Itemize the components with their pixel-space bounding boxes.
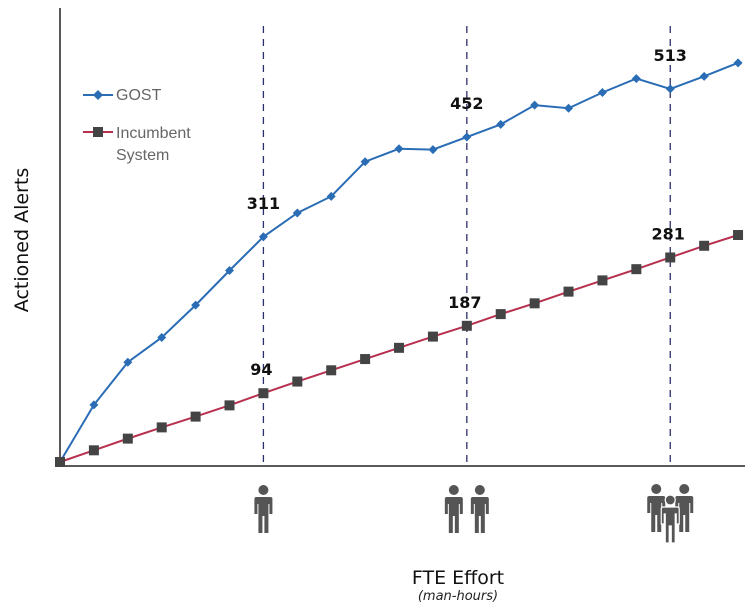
gost-point [326, 191, 336, 201]
gost-point [428, 145, 438, 155]
legend: GOST Incumbent System [83, 87, 191, 164]
gost-point [462, 132, 472, 142]
people-icon-2 [444, 485, 489, 533]
gost-point [258, 232, 268, 242]
gost-point [699, 71, 709, 81]
legend-incumbent-marker [93, 127, 103, 137]
incumbent-point [427, 331, 438, 342]
incumbent-point [326, 365, 337, 376]
incumbent-value-label: 94 [250, 360, 272, 379]
legend-item-incumbent: Incumbent System [83, 125, 191, 164]
person-icon [470, 485, 489, 533]
incumbent-point [631, 264, 642, 275]
incumbent-point [699, 240, 710, 251]
incumbent-point [495, 309, 506, 320]
incumbent-point [258, 388, 269, 399]
gost-point [530, 100, 540, 110]
incumbent-point [156, 422, 167, 433]
gost-point [597, 88, 607, 98]
incumbent-point [665, 252, 676, 263]
gost-point [496, 119, 506, 129]
incumbent-value-label: 281 [652, 224, 685, 243]
incumbent-point [292, 376, 303, 387]
gost-point [665, 84, 675, 94]
value-labels: 311 94 452 187 513 281 [247, 46, 687, 379]
incumbent-point [360, 354, 371, 365]
gost-point [191, 300, 201, 310]
incumbent-point [733, 230, 744, 240]
x-axis-sublabel: (man-hours) [418, 589, 498, 604]
legend-label-incumbent: Incumbent System [116, 125, 191, 164]
series-lines [59, 61, 739, 463]
gost-point [564, 103, 574, 113]
incumbent-point [394, 342, 405, 353]
y-axis-label: Actioned Alerts [11, 168, 33, 312]
people-icon-1 [254, 485, 273, 533]
legend-gost-marker [93, 90, 103, 100]
gost-point [225, 266, 235, 276]
gost-value-label: 513 [654, 46, 687, 65]
gost-point [123, 357, 133, 367]
incumbent-point [529, 298, 540, 309]
axes [59, 8, 745, 467]
legend-incumbent-line: System [116, 147, 169, 164]
reference-lines [262, 26, 671, 466]
incumbent-point [88, 445, 99, 456]
incumbent-point [122, 433, 133, 444]
person-icon [444, 485, 463, 533]
legend-item-gost: GOST [83, 87, 162, 104]
people-icons [254, 484, 694, 544]
incumbent-value-label: 187 [448, 293, 481, 312]
gost-value-label: 311 [247, 194, 280, 213]
incumbent-point [224, 400, 235, 411]
gost-point [631, 74, 641, 84]
person-icon [254, 485, 273, 533]
gost-value-label: 452 [450, 94, 483, 113]
incumbent-point [190, 411, 201, 422]
gost-point [733, 58, 743, 68]
incumbent-point [55, 457, 65, 467]
incumbent-point [461, 320, 472, 331]
legend-label-gost: GOST [116, 87, 162, 104]
gost-point [360, 157, 370, 167]
gost-point [394, 144, 404, 154]
legend-incumbent-line: Incumbent [116, 125, 191, 142]
incumbent-point [563, 286, 574, 297]
gost-line [59, 61, 739, 463]
series-markers [55, 58, 744, 467]
people-icon-3 [647, 484, 694, 544]
gost-point [292, 208, 302, 218]
gost-point [157, 332, 167, 342]
x-axis-label: FTE Effort [412, 567, 504, 589]
incumbent-point [597, 275, 608, 286]
gost-point [89, 400, 99, 410]
